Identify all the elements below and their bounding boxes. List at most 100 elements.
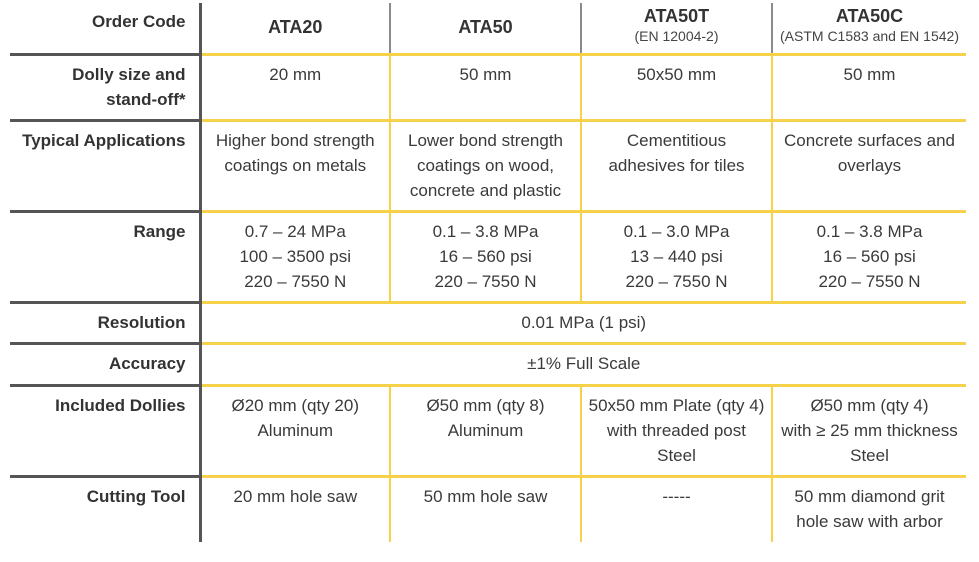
table-cell: Ø50 mm (qty 8) Aluminum: [389, 383, 581, 476]
row-label-typical-applications: Typical Applications: [10, 118, 202, 211]
cell-line: 220 – 7550 N: [625, 271, 728, 291]
row-cutting-tool: Cutting Tool 20 mm hole saw 50 mm hole saw…: [10, 474, 966, 542]
row-label-dolly-size: Dolly size and stand-off*: [10, 52, 202, 120]
cell-line: 50 mm: [843, 64, 896, 84]
table-cell: Ø20 mm (qty 20) Aluminum: [200, 383, 390, 476]
cell-line: with threaded post: [607, 420, 746, 440]
model-standard: (EN 12004-2): [634, 28, 719, 44]
cell-line: 220 – 7550 N: [818, 271, 921, 291]
cell-line: -----: [662, 486, 691, 506]
model-name: ATA50C: [835, 6, 904, 26]
cell-line: 50x50 mm Plate (qty 4): [588, 395, 765, 415]
table-cell: 50x50 mm Plate (qty 4) with threaded post…: [580, 383, 772, 476]
row-label-line: Range: [133, 221, 186, 241]
cell-line: adhesives for tiles: [608, 155, 745, 175]
row-label-resolution: Resolution: [10, 300, 202, 343]
order-code-spec-table: Order Code ATA20 ATA50 ATA50T (EN 12004-2…: [10, 3, 966, 542]
row-label-accuracy: Accuracy: [10, 341, 202, 385]
row-accuracy: Accuracy ±1% Full Scale: [10, 341, 966, 385]
model-standard: (ASTM C1583 and EN 1542): [780, 28, 959, 44]
table-cell: 50 mm: [389, 52, 581, 120]
table-cell: 20 mm hole saw: [200, 474, 390, 542]
model-name: ATA20: [268, 17, 323, 37]
table-cell: -----: [580, 474, 772, 542]
cell-line: 100 – 3500 psi: [239, 246, 352, 266]
row-label-line: Dolly size and: [72, 64, 186, 84]
cell-line: 50 mm: [459, 64, 512, 84]
row-label-line: Resolution: [97, 312, 186, 332]
row-dolly-size: Dolly size and stand-off* 20 mm 50 mm 50x50 …: [10, 52, 966, 120]
cell-line: 0.7 – 24 MPa: [244, 221, 346, 241]
cell-line: 20 mm hole saw: [233, 486, 358, 506]
cell-line: Cementitious: [626, 130, 727, 150]
row-label-range: Range: [10, 209, 202, 302]
row-label-cutting-tool: Cutting Tool: [10, 474, 202, 542]
table-cell: 50 mm hole saw: [389, 474, 581, 542]
cell-line: Aluminum: [447, 420, 524, 440]
table-cell: 50 mm diamond grit hole saw with arbor: [771, 474, 966, 542]
table-cell: Cementitious adhesives for tiles: [580, 118, 772, 211]
cell-line: 50 mm diamond grit: [794, 486, 945, 506]
table-cell: 0.7 – 24 MPa 100 – 3500 psi 220 – 7550 N: [200, 209, 390, 302]
cell-line: 0.01 MPa (1 psi): [521, 312, 647, 332]
cell-line: 13 – 440 psi: [630, 246, 723, 266]
cell-line: Steel: [657, 445, 696, 465]
row-label-line: stand-off*: [106, 89, 186, 109]
cell-line: Lower bond strength: [408, 130, 563, 150]
row-included-dollies: Included Dollies Ø20 mm (qty 20) Aluminum Ø…: [10, 383, 966, 476]
cell-line: coatings on wood,: [416, 155, 555, 175]
cell-line: 16 – 560 psi: [439, 246, 532, 266]
model-name: ATA50T: [643, 6, 710, 26]
cell-line: hole saw with arbor: [796, 511, 943, 531]
cell-line: Ø50 mm (qty 4): [810, 395, 929, 415]
cell-line: 220 – 7550 N: [434, 271, 537, 291]
row-resolution: Resolution 0.01 MPa (1 psi): [10, 300, 966, 343]
order-code-label: Order Code: [10, 3, 202, 54]
table-cell: Ø50 mm (qty 4) with ≥ 25 mm thickness Stee…: [771, 383, 966, 476]
row-range: Range 0.7 – 24 MPa 100 – 3500 psi 220 – 755…: [10, 209, 966, 302]
cell-line: 20 mm: [269, 64, 322, 84]
cell-line: concrete and plastic: [409, 180, 562, 200]
spanning-cell: 0.01 MPa (1 psi): [200, 300, 966, 343]
model-header-ata20: ATA20: [200, 3, 390, 54]
cell-line: Concrete surfaces and: [783, 130, 956, 150]
cell-line: 50x50 mm: [636, 64, 717, 84]
cell-line: Higher bond strength: [215, 130, 375, 150]
cell-line: 0.1 – 3.8 MPa: [816, 221, 923, 241]
table-cell: Lower bond strength coatings on wood, conc…: [389, 118, 581, 211]
table-cell: 0.1 – 3.0 MPa 13 – 440 psi 220 – 7550 N: [580, 209, 772, 302]
cell-line: with ≥ 25 mm thickness: [781, 420, 958, 440]
model-header-ata50: ATA50: [389, 3, 581, 54]
row-label-line: Accuracy: [108, 353, 186, 373]
header-row: Order Code ATA20 ATA50 ATA50T (EN 12004-2…: [10, 3, 966, 54]
cell-line: 50 mm hole saw: [423, 486, 548, 506]
cell-line: ±1% Full Scale: [527, 353, 641, 373]
row-label-line: Cutting Tool: [86, 486, 186, 506]
table-cell: 50 mm: [771, 52, 966, 120]
table-cell: Higher bond strength coatings on metals: [200, 118, 390, 211]
row-label-line: Included Dollies: [55, 395, 186, 415]
table-cell: Concrete surfaces and overlays: [771, 118, 966, 211]
spanning-cell: ±1% Full Scale: [200, 341, 966, 385]
cell-line: Ø20 mm (qty 20): [231, 395, 360, 415]
table-cell: 0.1 – 3.8 MPa 16 – 560 psi 220 – 7550 N: [389, 209, 581, 302]
cell-line: Aluminum: [257, 420, 334, 440]
model-header-ata50c: ATA50C (ASTM C1583 and EN 1542): [771, 3, 966, 54]
cell-line: 16 – 560 psi: [823, 246, 916, 266]
cell-line: overlays: [837, 155, 902, 175]
cell-line: coatings on metals: [224, 155, 367, 175]
table-cell: 50x50 mm: [580, 52, 772, 120]
table-cell: 0.1 – 3.8 MPa 16 – 560 psi 220 – 7550 N: [771, 209, 966, 302]
model-header-ata50t: ATA50T (EN 12004-2): [580, 3, 772, 54]
model-name: ATA50: [458, 17, 513, 37]
row-label-line: Typical Applications: [22, 130, 186, 150]
row-label-included-dollies: Included Dollies: [10, 383, 202, 476]
cell-line: Ø50 mm (qty 8): [426, 395, 545, 415]
row-typical-applications: Typical Applications Higher bond strength…: [10, 118, 966, 211]
cell-line: 0.1 – 3.0 MPa: [623, 221, 730, 241]
cell-line: 0.1 – 3.8 MPa: [432, 221, 539, 241]
table-cell: 20 mm: [200, 52, 390, 120]
cell-line: 220 – 7550 N: [244, 271, 347, 291]
cell-line: Steel: [850, 445, 889, 465]
